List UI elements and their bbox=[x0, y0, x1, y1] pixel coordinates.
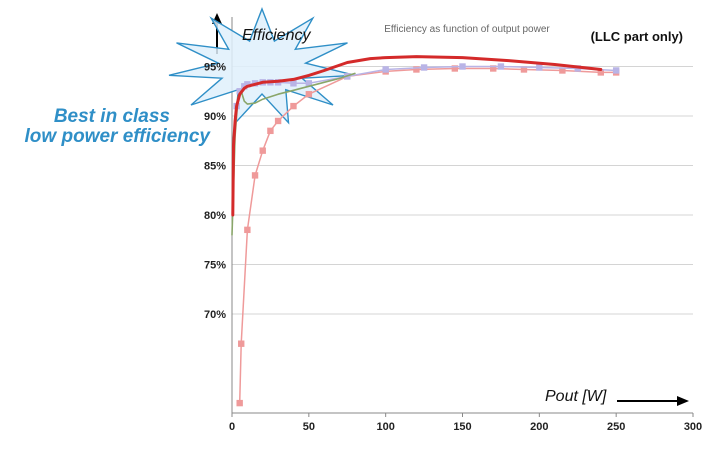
series-point-blue-14 bbox=[497, 63, 505, 70]
y-tick-label-3: 85% bbox=[204, 161, 226, 173]
x-tick-label-3: 150 bbox=[453, 421, 471, 433]
series-point-blue-1 bbox=[236, 88, 243, 95]
series-point-pink-14 bbox=[520, 66, 528, 73]
labels: Efficiency as function of output power (… bbox=[25, 24, 683, 405]
series-point-pink-12 bbox=[451, 65, 459, 72]
series-line-red bbox=[231, 55, 603, 217]
x-tick-label-2: 100 bbox=[376, 421, 394, 433]
y-tick-label-2: 80% bbox=[204, 210, 226, 222]
series-point-blue-9 bbox=[305, 80, 313, 87]
series-point-pink-16 bbox=[597, 69, 604, 76]
y-axis-label: Efficiency bbox=[242, 27, 311, 44]
series-point-blue-13 bbox=[459, 63, 466, 70]
series-point-blue-3 bbox=[244, 81, 251, 88]
series-point-pink-15 bbox=[559, 67, 566, 74]
callout-line-2: low power efficiency bbox=[25, 126, 212, 147]
series-point-pink-3 bbox=[251, 172, 259, 179]
y-tick-label-0: 70% bbox=[204, 309, 226, 321]
chart-note: (LLC part only) bbox=[591, 29, 683, 44]
x-tick-label-0: 0 bbox=[229, 421, 235, 433]
series-line-pink bbox=[238, 67, 617, 404]
series-point-pink-5 bbox=[267, 127, 274, 135]
x-tick-label-1: 50 bbox=[303, 421, 315, 433]
series-point-blue-11 bbox=[382, 66, 389, 73]
series-point-pink-8 bbox=[305, 91, 313, 98]
x-arrow-head bbox=[677, 396, 689, 406]
series-point-blue-12 bbox=[420, 64, 428, 71]
series-point-blue-15 bbox=[536, 64, 543, 71]
series-point-pink-1 bbox=[238, 340, 245, 347]
series-point-pink-11 bbox=[413, 66, 420, 73]
y-tick-label-1: 75% bbox=[204, 260, 226, 272]
x-axis-label: Pout [W] bbox=[545, 388, 607, 405]
series-point-pink-13 bbox=[490, 65, 497, 72]
chart-title: Efficiency as function of output power bbox=[384, 24, 550, 35]
series-group bbox=[231, 55, 620, 407]
x-tick-label-4: 200 bbox=[530, 421, 548, 433]
series-point-pink-2 bbox=[244, 226, 251, 234]
x-tick-label-5: 250 bbox=[607, 421, 625, 433]
y-tick-label-5: 95% bbox=[204, 62, 226, 74]
gridlines bbox=[232, 66, 693, 315]
x-tick-label-6: 300 bbox=[684, 421, 702, 433]
series-point-pink-6 bbox=[274, 117, 282, 125]
series-point-pink-0 bbox=[236, 399, 243, 407]
series-point-blue-17 bbox=[612, 67, 620, 74]
callout-line-1: Best in class bbox=[54, 106, 170, 127]
series-point-pink-7 bbox=[290, 102, 297, 110]
y-tick-label-4: 90% bbox=[204, 111, 226, 123]
tick-labels: 70% 75% 80% 85% 90% 95% 0 50 100 150 200 250 300 bbox=[204, 62, 702, 434]
series-point-blue-8 bbox=[290, 80, 297, 87]
series-point-pink-4 bbox=[259, 147, 266, 154]
